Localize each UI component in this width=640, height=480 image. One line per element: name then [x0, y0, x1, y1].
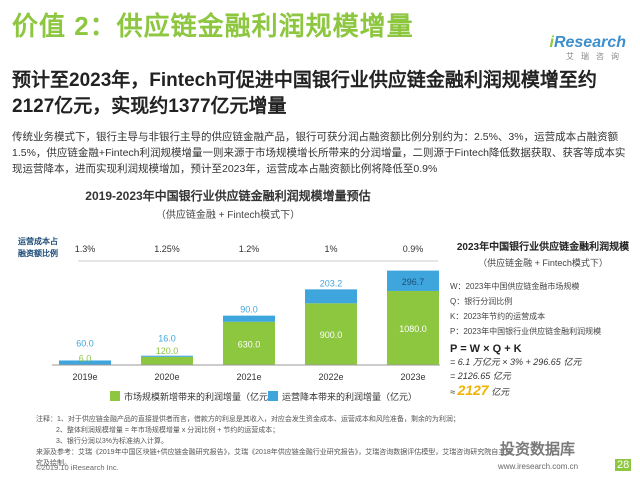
bar-cost-2021e [223, 315, 275, 322]
ratio-label-line1: 运营成本占 [18, 236, 58, 246]
profit-bar-chart: 运营成本占 融资额比例 1.3% 1.25% 1.2% 1% 0.9% 6.0 60.0 1… [18, 236, 440, 402]
bar-cost-2020e [141, 355, 193, 357]
label-market-2021e: 630.0 [238, 339, 261, 349]
note-line: 注释：1、对于供应链金融产品的直接提供者而言，借款方的利息是其收入，对应会发生资… [36, 416, 460, 423]
legend-w: W：2023年中国供应链金融市场规模 [450, 282, 580, 291]
label-cost-2022e: 203.2 [320, 278, 343, 288]
approx-unit: 亿元 [488, 387, 510, 397]
x-tick-2021e: 2021e [236, 372, 261, 382]
source-line: 来源及参考：艾瑞《2019年中国区块链+供应链金融研究报告》，艾瑞《2018年供… [36, 449, 513, 467]
label-market-2020e: 120.0 [156, 346, 179, 356]
headline: 预计至2023年，Fintech可促进中国银行业供应链金融利润规模增至约2127… [12, 70, 597, 117]
ratio-label-line2: 融资额比例 [18, 248, 58, 258]
notes: 注释：1、对于供应链金融产品的直接提供者而言，借款方的利息是其收入，对应会发生资… [36, 414, 516, 469]
ratio-2020e: 1.25% [154, 244, 180, 254]
chart-title: 2019-2023年中国银行业供应链金融利润规模增量预估 [85, 189, 371, 203]
note-line: 3、银行分润以3%为标准纳入计算。 [56, 438, 169, 445]
x-tick-2020e: 2020e [154, 372, 179, 382]
ratio-2021e: 1.2% [239, 244, 260, 254]
intro-paragraph: 传统业务模式下，银行主导与非银行主导的供应链金融产品，银行可获分润占融资额比例分… [12, 131, 626, 175]
label-cost-2019e: 60.0 [76, 338, 94, 348]
ratio-2019e: 1.3% [75, 244, 96, 254]
formula-panel-subtitle: （供应链金融 + Fintech模式下） [478, 258, 608, 268]
ratio-2022e: 1% [324, 244, 337, 254]
label-market-2022e: 900.0 [320, 330, 343, 340]
legend-cost-label: 运营降本带来的利润增量（亿元） [282, 391, 417, 402]
logo-brand-i: i [549, 34, 554, 51]
legend-p: P：2023年中国银行业供应链金融利润规模 [450, 327, 602, 336]
label-cost-2023e: 296.7 [402, 277, 425, 287]
label-market-2019e: 6.0 [79, 354, 92, 364]
legend-market-label: 市场规模新增带来的利润增量（亿元） [124, 391, 277, 402]
logo-brand-text: Research [553, 34, 626, 51]
legend-cost-swatch [268, 391, 278, 401]
approx-prefix: ≈ [450, 387, 458, 397]
x-tick-2023e: 2023e [400, 372, 425, 382]
bar-market-2021e [223, 321, 275, 365]
ratio-2023e: 0.9% [403, 244, 424, 254]
x-tick-2019e: 2019e [72, 372, 97, 382]
bar-market-2023e [387, 290, 439, 365]
formula-panel: 2023年中国银行业供应链金融利润规模 （供应链金融 + Fintech模式下）… [450, 238, 636, 399]
iresearch-logo: iResearch 艾瑞咨询 [550, 34, 627, 62]
wechat-watermark: 投资数据库 [500, 441, 576, 458]
approx-value: 2127 [457, 382, 489, 398]
legend-market-swatch [110, 391, 120, 401]
chart-subtitle: （供应链金融 + Fintech模式下） [155, 210, 301, 221]
formula: P = W × Q + K [450, 343, 522, 355]
x-tick-2022e: 2022e [318, 372, 343, 382]
page-title: 价值 2：供应链金融利润规模增量 [12, 11, 414, 41]
label-cost-2021e: 90.0 [240, 305, 258, 315]
label-cost-2020e: 16.0 [158, 334, 176, 344]
legend-k: K：2023年节约的运营成本 [450, 312, 546, 321]
bar-cost-2022e [305, 289, 357, 304]
page-number: 28 [615, 459, 632, 471]
formula-panel-title: 2023年中国银行业供应链金融利润规模 [456, 242, 630, 253]
logo-cn-text: 艾瑞咨询 [566, 52, 626, 61]
legend-q: Q：银行分润比例 [450, 297, 513, 306]
formula-calc-2: = 2126.65 亿元 [450, 371, 511, 381]
formula-calc-1: = 6.1 万亿元 × 3% + 296.65 亿元 [450, 357, 582, 367]
bar-market-2020e [141, 356, 193, 365]
bar-cost-2019e [59, 360, 111, 365]
bar-cost-2023e [387, 270, 439, 291]
site-url: www.iresearch.com.cn [498, 462, 579, 471]
bar-market-2022e [305, 303, 357, 365]
copyright: ©2019.10 iResearch Inc. [36, 463, 119, 472]
note-line: 2、整体利润规模增量 = 年市场规模增量 x 分润比例 + 节约的运营成本； [56, 427, 280, 434]
label-market-2023e: 1080.0 [399, 324, 427, 334]
